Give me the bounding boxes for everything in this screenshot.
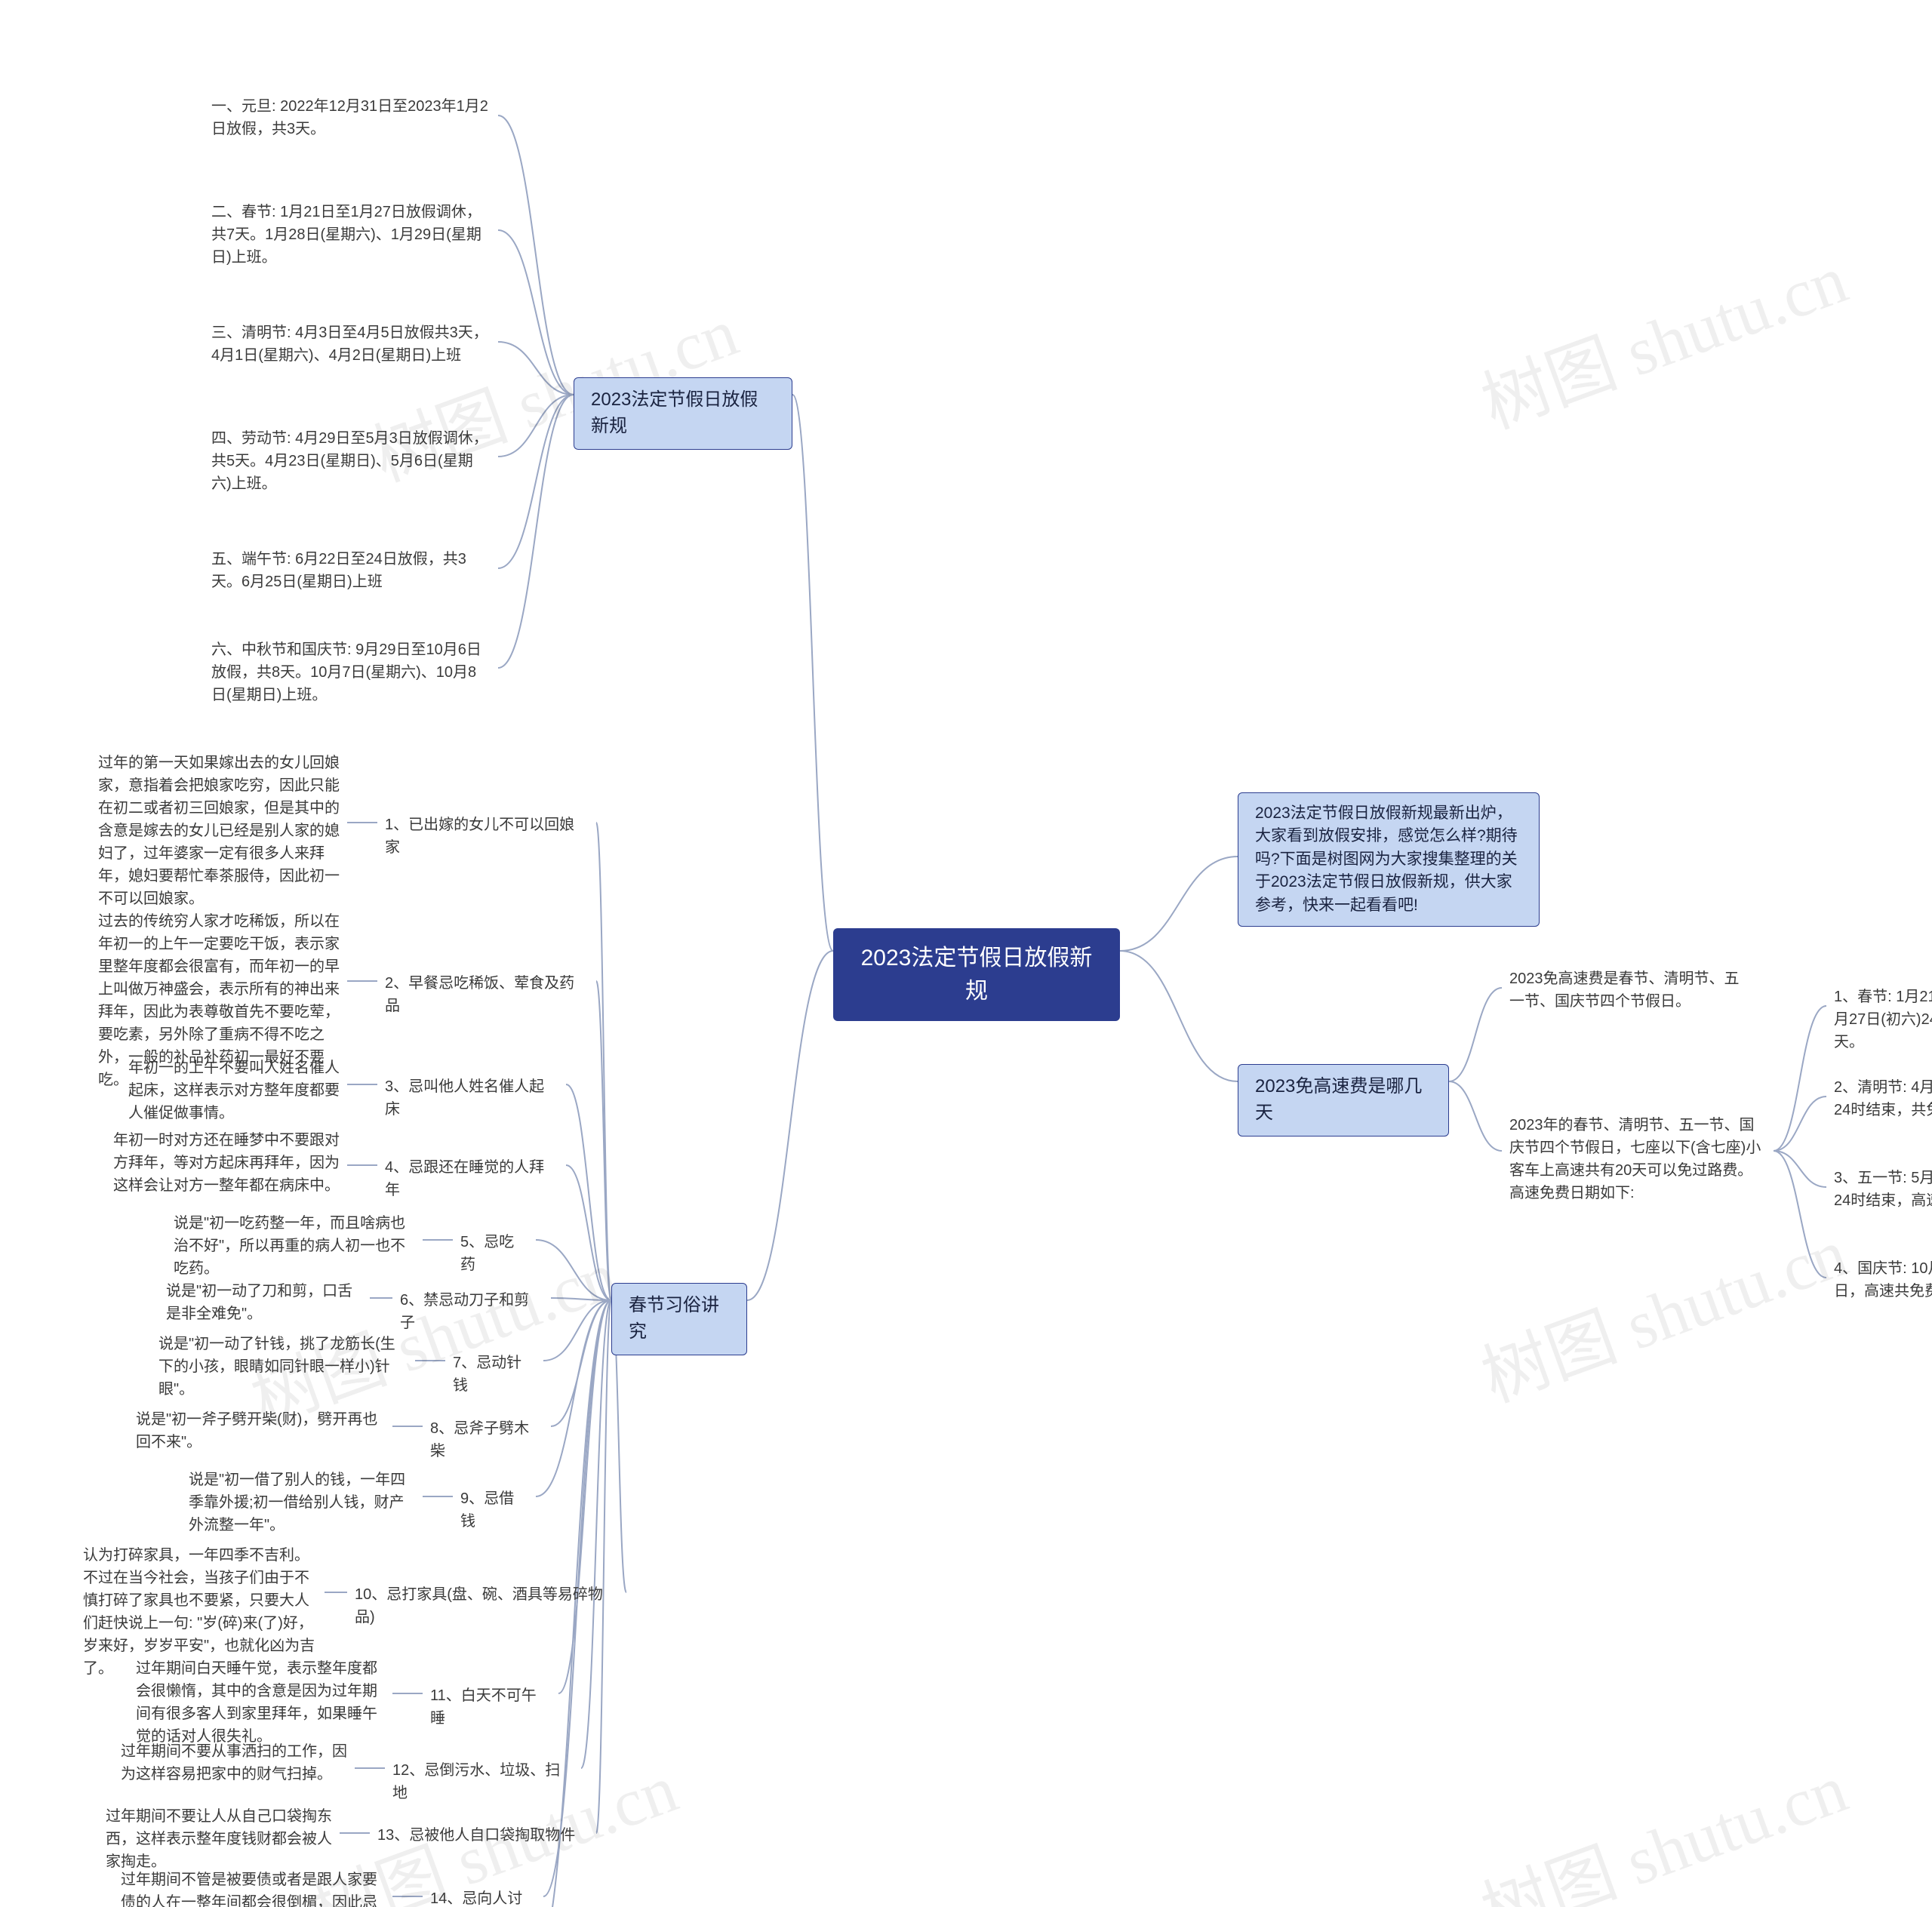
- highway-sub-2: 3、五一节: 5月1日零点开始，至5月5日24时结束，高速共免费5天。: [1826, 1162, 1932, 1216]
- holiday-item-1: 二、春节: 1月21日至1月27日放假调休，共7天。1月28日(星期六)、1月2…: [204, 196, 498, 273]
- left-branch-0: 2023法定节假日放假新规: [574, 377, 792, 450]
- holiday-item-3: 四、劳动节: 4月29日至5月3日放假调休，共5天。4月23日(星期日)、5月6…: [204, 423, 498, 500]
- custom-label-6: 7、忌动针钱: [445, 1347, 543, 1401]
- custom-desc-2: 年初一的上午不要叫人姓名催人起床，这样表示对方整年度都要人催促做事情。: [121, 1052, 347, 1129]
- highway-item-1: 2023年的春节、清明节、五一节、国庆节四个节假日，七座以下(含七座)小客车上高…: [1502, 1109, 1774, 1209]
- custom-desc-5: 说是"初一动了刀和剪，口舌是非全难免"。: [158, 1275, 370, 1330]
- watermark: 树图 shutu.cn: [1466, 1198, 1858, 1421]
- custom-label-10: 11、白天不可午睡: [423, 1680, 558, 1734]
- custom-label-1: 2、早餐忌吃稀饭、荤食及药品: [377, 967, 596, 1022]
- highway-sub-3: 4、国庆节: 10月1日零点开始，至10月8日，高速共免费8天。: [1826, 1253, 1932, 1307]
- custom-label-3: 4、忌跟还在睡觉的人拜年: [377, 1152, 566, 1206]
- watermark: 树图 shutu.cn: [1466, 225, 1858, 448]
- custom-label-2: 3、忌叫他人姓名催人起床: [377, 1071, 566, 1125]
- custom-desc-4: 说是"初一吃药整一年，而且啥病也治不好"，所以再重的病人初一也不吃药。: [166, 1207, 423, 1284]
- custom-label-4: 5、忌吃药: [453, 1226, 536, 1281]
- highway-sub-0: 1、春节: 1月21日(除夕)零点开始，至1月27日(初六)24时结束，高速共免…: [1826, 981, 1932, 1058]
- custom-desc-0: 过年的第一天如果嫁出去的女儿回娘家，意指着会把娘家吃穷，因此只能在初二或者初三回…: [91, 747, 347, 915]
- highway-item-0: 2023免高速费是春节、清明节、五一节、国庆节四个节假日。: [1502, 963, 1758, 1017]
- holiday-item-4: 五、端午节: 6月22日至24日放假，共3天。6月25日(星期日)上班: [204, 543, 498, 598]
- custom-label-11: 12、忌倒污水、垃圾、扫地: [385, 1755, 581, 1809]
- intro-node: 2023法定节假日放假新规最新出炉，大家看到放假安排，感觉怎么样?期待吗?下面是…: [1238, 792, 1540, 927]
- custom-label-9: 10、忌打家具(盘、碗、酒具等易碎物品): [347, 1579, 626, 1633]
- watermark: 树图 shutu.cn: [1466, 1734, 1858, 1907]
- highway-sub-1: 2、清明节: 4月5日零点开始，至4月7日24时结束，共免费3天。: [1826, 1072, 1932, 1126]
- holiday-item-5: 六、中秋节和国庆节: 9月29日至10月6日放假，共8天。10月7日(星期六)、…: [204, 634, 498, 711]
- custom-label-8: 9、忌借钱: [453, 1483, 536, 1537]
- custom-desc-13: 过年期间不管是被要债或者是跟人家要债的人在一整年间都会很倒楣，因此忌讳向人讨债。: [113, 1864, 392, 1907]
- root-node: 2023法定节假日放假新规: [833, 928, 1120, 1021]
- custom-label-12: 13、忌被他人自口袋掏取物件: [370, 1819, 596, 1851]
- left-branch-1: 春节习俗讲究: [611, 1283, 747, 1355]
- custom-desc-11: 过年期间不要从事洒扫的工作，因为这样容易把家中的财气扫掉。: [113, 1736, 355, 1790]
- custom-label-13: 14、忌向人讨债: [423, 1883, 543, 1907]
- custom-desc-3: 年初一时对方还在睡梦中不要跟对方拜年，等对方起床再拜年，因为这样会让对方一整年都…: [106, 1124, 347, 1201]
- custom-desc-8: 说是"初一借了别人的钱，一年四季靠外援;初一借给别人钱，财产外流整一年"。: [181, 1464, 423, 1541]
- custom-label-5: 6、禁忌动刀子和剪子: [392, 1284, 551, 1339]
- holiday-item-0: 一、元旦: 2022年12月31日至2023年1月2日放假，共3天。: [204, 91, 498, 145]
- custom-label-7: 8、忌斧子劈木柴: [423, 1413, 551, 1467]
- custom-label-0: 1、已出嫁的女儿不可以回娘家: [377, 809, 596, 863]
- holiday-item-2: 三、清明节: 4月3日至4月5日放假共3天，4月1日(星期六)、4月2日(星期日…: [204, 317, 498, 371]
- custom-desc-7: 说是"初一斧子劈开柴(财)，劈开再也回不来"。: [128, 1404, 392, 1458]
- right-branch-0: 2023免高速费是哪几天: [1238, 1064, 1449, 1137]
- custom-desc-6: 说是"初一动了针钱，挑了龙筋长(生下的小孩，眼睛如同针眼一样小)针眼"。: [151, 1328, 415, 1405]
